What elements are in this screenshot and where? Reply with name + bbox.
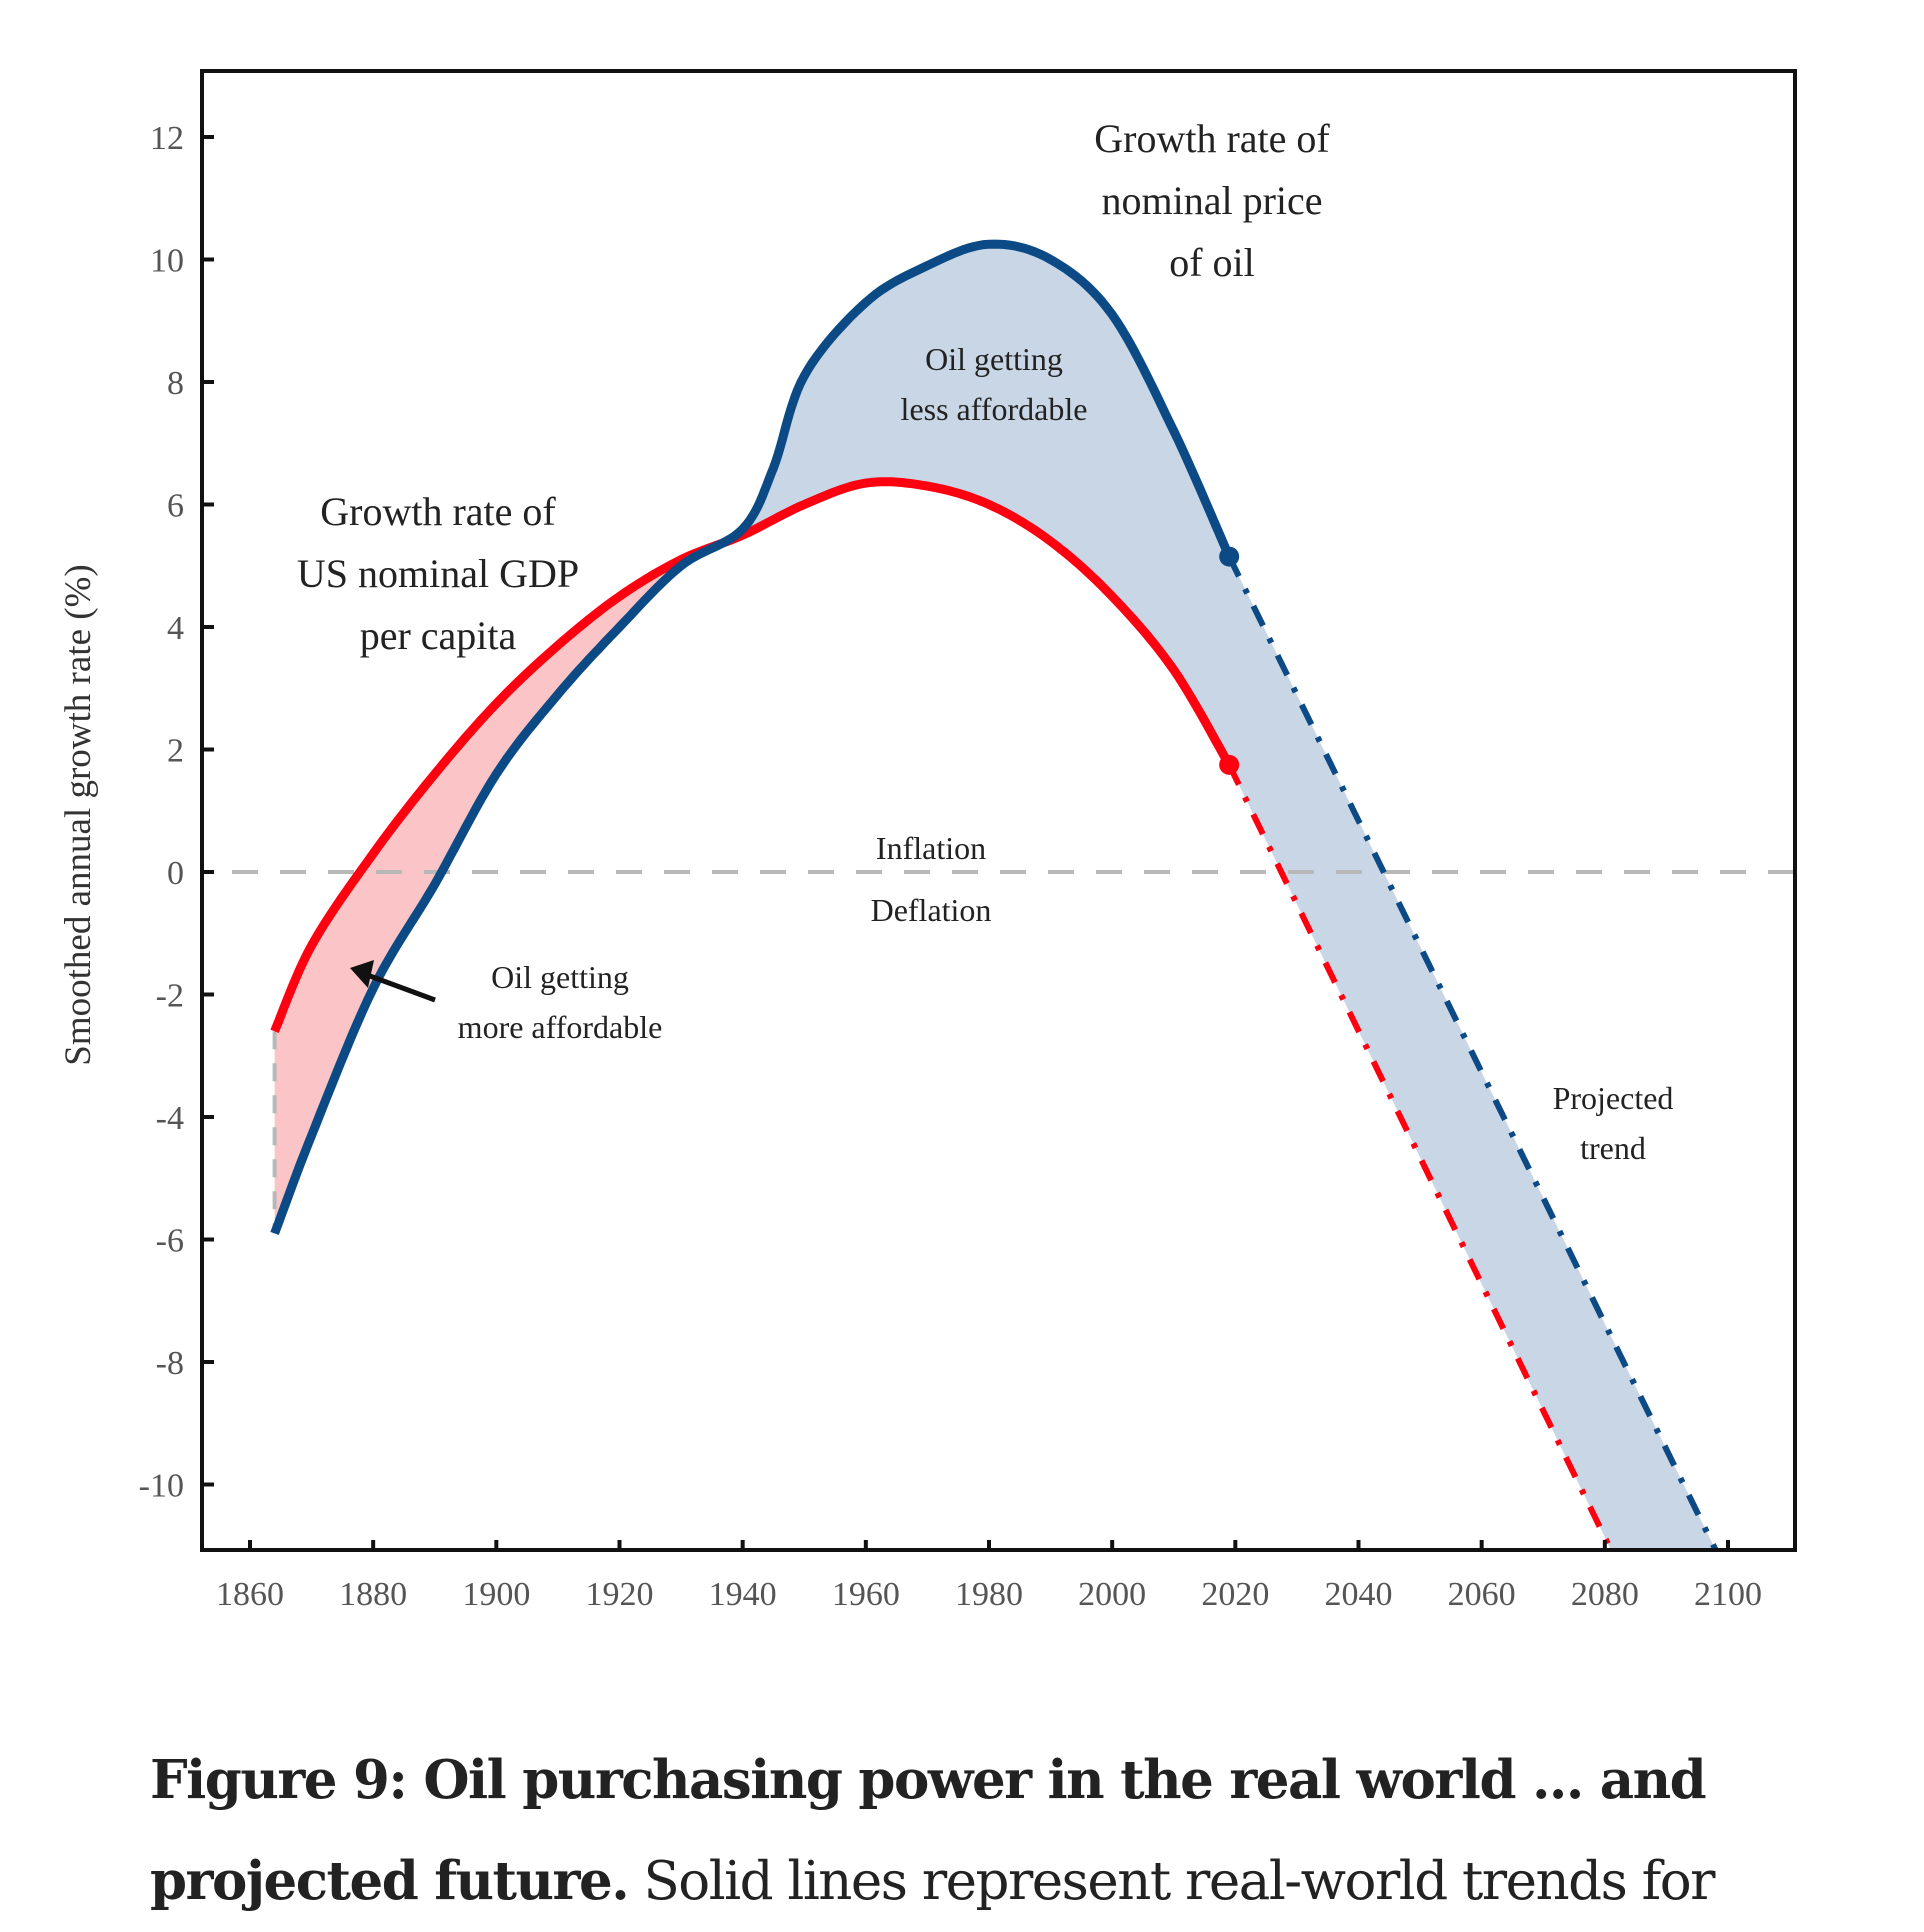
annotation-gdp: Growth rate of US nominal GDP per capita: [297, 489, 579, 658]
annotation-gdp-line-2: US nominal GDP: [297, 551, 579, 596]
x-tick-label: 1880: [339, 1576, 407, 1613]
figure-caption: Figure 9: Oil purchasing power in the re…: [150, 1730, 1790, 1932]
y-tick-label: -10: [139, 1468, 184, 1505]
x-tick-label: 1920: [586, 1576, 654, 1613]
y-tick-label: 0: [167, 855, 184, 892]
annotation-oil-line-1: Growth rate of: [1094, 116, 1330, 161]
x-tick-label: 2020: [1201, 1576, 1269, 1613]
annotation-gdp-line-1: Growth rate of: [320, 489, 556, 534]
annotation-less-line-1: Oil getting: [925, 341, 1063, 377]
annotation-oil-line-3: of oil: [1169, 240, 1255, 285]
fill-less-affordable: [742, 244, 1716, 1551]
deflation-label: Deflation: [871, 892, 992, 928]
x-tick-label: 2040: [1325, 1576, 1393, 1613]
x-tick-label: 2060: [1448, 1576, 1516, 1613]
y-tick-label: -2: [156, 978, 184, 1015]
x-tick-label: 2100: [1694, 1576, 1762, 1613]
annotation-oil-line-2: nominal price: [1101, 178, 1322, 223]
x-tick-label: 2000: [1078, 1576, 1146, 1613]
inflation-label: Inflation: [876, 830, 986, 866]
y-tick-label: 4: [167, 610, 184, 647]
x-tick-label: 1960: [832, 1576, 900, 1613]
y-tick-label: 10: [150, 243, 184, 280]
x-tick-label: 1860: [216, 1576, 284, 1613]
y-tick-label: -4: [156, 1100, 184, 1137]
annotation-less-line-2: less affordable: [901, 391, 1088, 427]
annotation-more-affordable: Oil getting more affordable: [350, 959, 662, 1045]
chart: 12 10 8 6 4 2 0 -2 -4 -6 -8 -10 1860 1880 1900 1920 1940…: [58, 69, 1797, 1613]
projection-line-oil: [1226, 555, 1719, 1552]
y-tick-label: -8: [156, 1345, 184, 1382]
x-tick-label: 1940: [709, 1576, 777, 1613]
y-tick-label: -6: [156, 1223, 184, 1260]
series-line-oil: [270, 239, 1234, 1235]
fill-more-affordable: [274, 529, 743, 1234]
annotation-projected-line-2: trend: [1580, 1130, 1646, 1166]
y-tick-label: 12: [150, 120, 184, 157]
plot-frame: [200, 69, 1797, 1552]
annotation-gdp-line-3: per capita: [360, 613, 517, 658]
arrow-head-icon: [350, 960, 374, 988]
x-tick-label: 2080: [1571, 1576, 1639, 1613]
annotation-oil: Growth rate of nominal price of oil: [1094, 116, 1330, 285]
x-tick-label: 1980: [955, 1576, 1023, 1613]
projection-line-gdp: [1226, 763, 1614, 1552]
caption-text: Solid lines represent real-world trends …: [628, 1851, 1716, 1912]
caption-title: Figure 9: Oil purchasing power in the re…: [150, 1749, 1707, 1912]
annotation-inflation-deflation: Inflation Deflation: [871, 830, 992, 928]
x-tick-label: 1900: [462, 1576, 530, 1613]
annotation-projected-line-1: Projected: [1553, 1080, 1674, 1116]
annotation-more-line-2: more affordable: [458, 1009, 663, 1045]
endpoint-marker-gdp: [1219, 754, 1240, 775]
annotation-arrow-shaft: [361, 970, 436, 1003]
ticks-layer: 12 10 8 6 4 2 0 -2 -4 -6 -8 -10 1860 1880 1900 1920 1940…: [139, 120, 1762, 1613]
y-axis-title: Smoothed annual growth rate (%): [58, 564, 99, 1065]
annotation-more-line-1: Oil getting: [491, 959, 629, 995]
annotation-less-affordable: Oil getting less affordable: [901, 341, 1088, 427]
series-layer: [270, 239, 1719, 1552]
y-tick-label: 8: [167, 365, 184, 402]
y-tick-label: 6: [167, 488, 184, 525]
y-tick-label: 2: [167, 733, 184, 770]
annotation-projected-trend: Projected trend: [1553, 1080, 1674, 1166]
fills-layer: [274, 244, 1716, 1551]
endpoint-marker-oil: [1219, 546, 1240, 567]
